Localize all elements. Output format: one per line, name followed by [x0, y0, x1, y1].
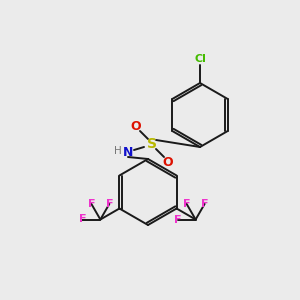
Text: H: H [114, 146, 122, 156]
Text: O: O [131, 119, 141, 133]
Text: F: F [88, 199, 95, 209]
Text: F: F [201, 199, 208, 209]
Text: S: S [147, 137, 157, 151]
Text: F: F [174, 214, 182, 224]
Text: F: F [106, 199, 113, 209]
Text: F: F [79, 214, 86, 224]
Text: O: O [163, 155, 173, 169]
Text: Cl: Cl [194, 54, 206, 64]
Text: F: F [183, 199, 190, 209]
Text: N: N [123, 146, 133, 158]
